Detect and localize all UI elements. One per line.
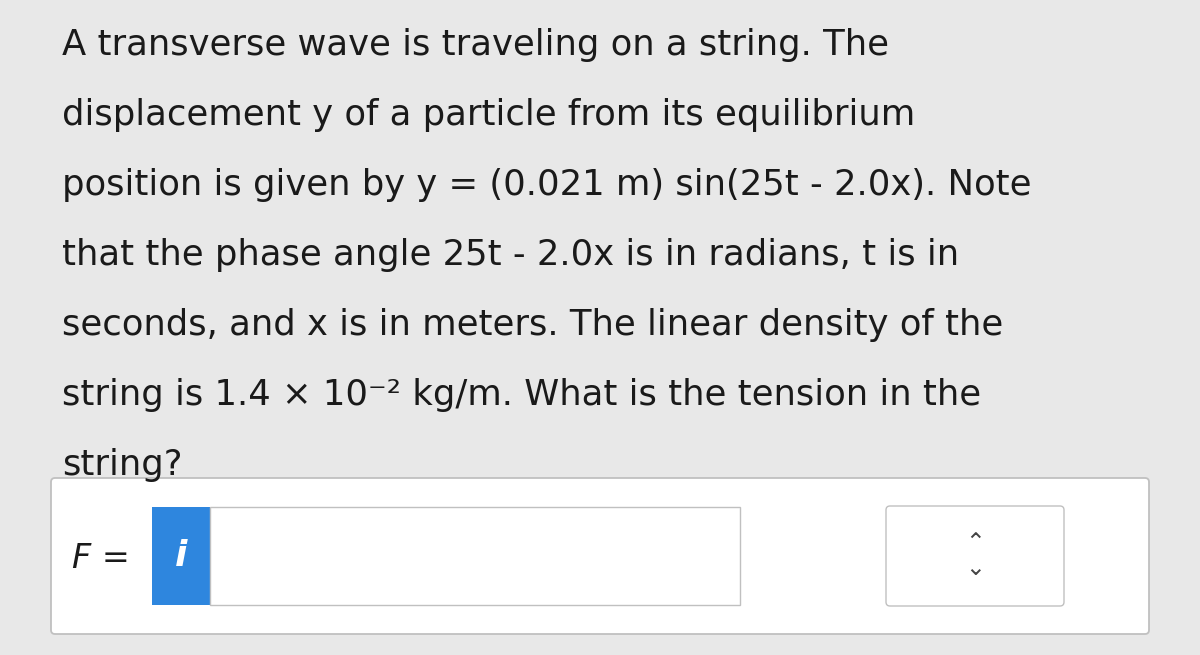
FancyBboxPatch shape xyxy=(50,478,1150,634)
Text: i: i xyxy=(175,539,187,573)
Text: displacement y of a particle from its equilibrium: displacement y of a particle from its eq… xyxy=(62,98,916,132)
Text: string is 1.4 × 10⁻² kg/m. What is the tension in the: string is 1.4 × 10⁻² kg/m. What is the t… xyxy=(62,378,982,412)
Text: that the phase angle 25t - 2.0x is in radians, t is in: that the phase angle 25t - 2.0x is in ra… xyxy=(62,238,959,272)
Text: seconds, and x is in meters. The linear density of the: seconds, and x is in meters. The linear … xyxy=(62,308,1003,342)
FancyBboxPatch shape xyxy=(210,507,740,605)
Text: position is given by y = (0.021 m) sin(25t - 2.0x). Note: position is given by y = (0.021 m) sin(2… xyxy=(62,168,1032,202)
Text: ⌃
⌄: ⌃ ⌄ xyxy=(965,532,985,580)
Text: F =: F = xyxy=(72,542,130,574)
FancyBboxPatch shape xyxy=(886,506,1064,606)
FancyBboxPatch shape xyxy=(152,507,210,605)
Text: string?: string? xyxy=(62,448,182,482)
Text: A transverse wave is traveling on a string. The: A transverse wave is traveling on a stri… xyxy=(62,28,889,62)
